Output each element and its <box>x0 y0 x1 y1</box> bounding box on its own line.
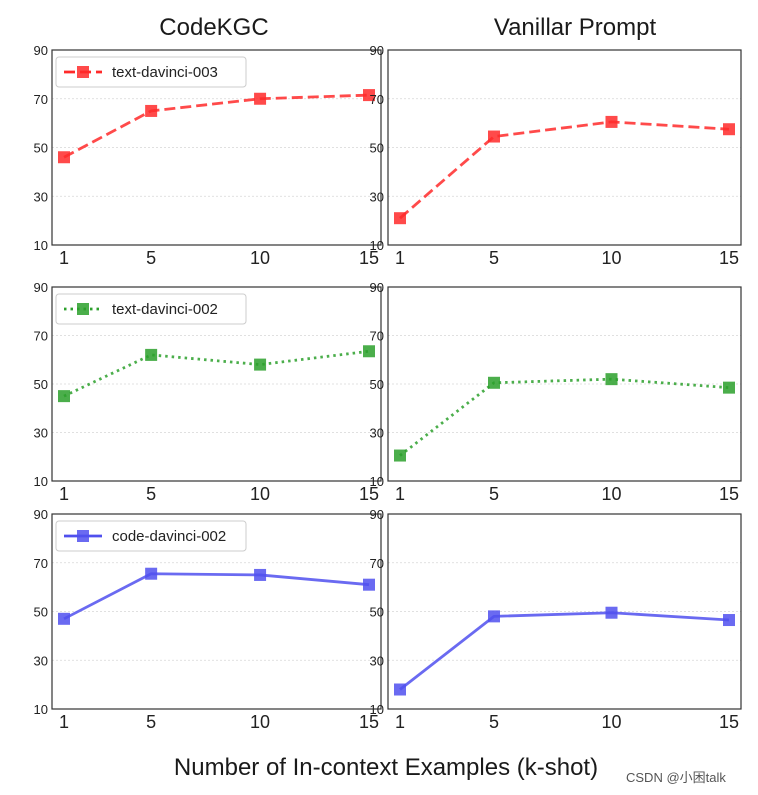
data-point <box>606 373 618 385</box>
x-tick-label: 10 <box>250 248 270 268</box>
x-tick-label: 10 <box>250 484 270 504</box>
y-tick-label: 10 <box>34 474 48 489</box>
x-tick-label: 15 <box>719 712 739 732</box>
y-tick-label: 70 <box>370 92 384 107</box>
y-tick-label: 30 <box>370 426 384 441</box>
y-tick-label: 30 <box>34 426 48 441</box>
legend-marker <box>77 66 89 78</box>
x-tick-label: 1 <box>395 248 405 268</box>
data-point <box>606 116 618 128</box>
x-tick-label: 10 <box>601 484 621 504</box>
data-point <box>723 123 735 135</box>
y-tick-label: 50 <box>34 377 48 392</box>
y-tick-label: 50 <box>370 377 384 392</box>
data-point <box>58 151 70 163</box>
series-line <box>400 379 729 455</box>
series-line <box>64 95 369 157</box>
panel-vanillar-prompt-text-davinci-003: 1030507090151015 <box>370 43 741 268</box>
y-tick-label: 50 <box>34 141 48 156</box>
x-tick-label: 1 <box>395 712 405 732</box>
data-point <box>394 684 406 696</box>
panel-codekgc-text-davinci-002: 1030507090151015text-davinci-002 <box>34 280 381 504</box>
data-point <box>145 568 157 580</box>
data-point <box>723 382 735 394</box>
x-tick-label: 1 <box>59 712 69 732</box>
y-tick-label: 70 <box>370 556 384 571</box>
y-tick-label: 10 <box>370 238 384 253</box>
data-point <box>488 610 500 622</box>
x-tick-label: 1 <box>395 484 405 504</box>
panel-codekgc-code-davinci-002: 1030507090151015code-davinci-002 <box>34 507 381 732</box>
x-tick-label: 10 <box>601 712 621 732</box>
y-tick-label: 70 <box>34 556 48 571</box>
data-point <box>145 349 157 361</box>
x-tick-label: 1 <box>59 248 69 268</box>
data-point <box>254 569 266 581</box>
data-point <box>488 377 500 389</box>
y-tick-label: 90 <box>34 43 48 58</box>
y-tick-label: 90 <box>370 507 384 522</box>
panel-codekgc-text-davinci-003: 1030507090151015text-davinci-003 <box>34 43 381 268</box>
x-tick-label: 10 <box>250 712 270 732</box>
panels: 1030507090151015text-davinci-00310305070… <box>34 43 741 732</box>
panel-vanillar-prompt-code-davinci-002: 1030507090151015 <box>370 507 741 732</box>
y-tick-label: 30 <box>370 653 384 668</box>
data-point <box>488 131 500 143</box>
data-point <box>254 359 266 371</box>
x-tick-label: 1 <box>59 484 69 504</box>
x-axis-label: Number of In-context Examples (k-shot) <box>174 754 598 781</box>
data-point <box>58 390 70 402</box>
y-tick-label: 10 <box>370 474 384 489</box>
legend-label: text-davinci-002 <box>112 301 218 318</box>
data-point <box>394 450 406 462</box>
y-tick-label: 70 <box>34 92 48 107</box>
data-point <box>394 212 406 224</box>
y-tick-label: 10 <box>34 702 48 717</box>
series-line <box>400 122 729 218</box>
data-point <box>363 579 375 591</box>
column-title-vanillar-prompt: Vanillar Prompt <box>494 14 657 41</box>
y-tick-label: 30 <box>34 653 48 668</box>
series-line <box>64 574 369 619</box>
y-tick-label: 70 <box>34 329 48 344</box>
legend-label: text-davinci-003 <box>112 64 218 81</box>
x-tick-label: 15 <box>719 248 739 268</box>
figure: CodeKGC Vanillar Prompt 1030507090151015… <box>0 0 758 795</box>
legend-marker <box>77 530 89 542</box>
y-tick-label: 90 <box>34 507 48 522</box>
watermark: CSDN @小困talk <box>626 770 726 785</box>
x-tick-label: 5 <box>146 484 156 504</box>
x-tick-label: 5 <box>489 712 499 732</box>
y-tick-label: 50 <box>370 605 384 620</box>
y-tick-label: 10 <box>370 702 384 717</box>
x-tick-label: 5 <box>489 484 499 504</box>
data-point <box>145 105 157 117</box>
y-tick-label: 90 <box>370 43 384 58</box>
x-tick-label: 15 <box>719 484 739 504</box>
legend-label: code-davinci-002 <box>112 528 226 545</box>
data-point <box>254 93 266 105</box>
data-point <box>606 607 618 619</box>
y-tick-label: 70 <box>370 329 384 344</box>
panel-vanillar-prompt-text-davinci-002: 1030507090151015 <box>370 280 741 504</box>
y-tick-label: 50 <box>370 141 384 156</box>
x-tick-label: 5 <box>489 248 499 268</box>
data-point <box>723 614 735 626</box>
y-tick-label: 50 <box>34 605 48 620</box>
data-point <box>58 613 70 625</box>
x-tick-label: 5 <box>146 712 156 732</box>
y-tick-label: 90 <box>34 280 48 295</box>
legend-marker <box>77 303 89 315</box>
y-tick-label: 10 <box>34 238 48 253</box>
series-line <box>64 351 369 396</box>
y-tick-label: 30 <box>370 189 384 204</box>
column-title-codekgc: CodeKGC <box>159 14 268 41</box>
y-tick-label: 90 <box>370 280 384 295</box>
y-tick-label: 30 <box>34 189 48 204</box>
series-line <box>400 613 729 690</box>
x-tick-label: 5 <box>146 248 156 268</box>
x-tick-label: 10 <box>601 248 621 268</box>
data-point <box>363 345 375 357</box>
